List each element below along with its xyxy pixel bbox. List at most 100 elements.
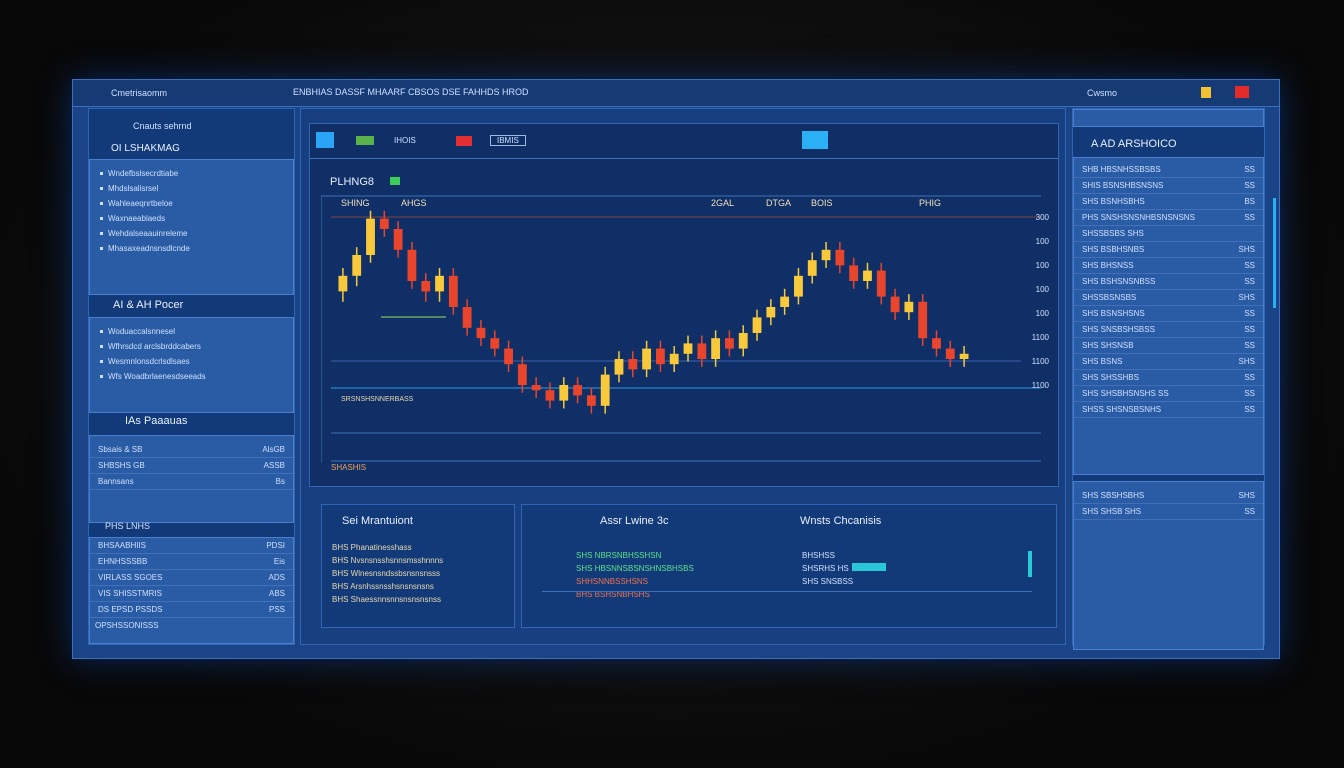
list-row: SHIS BSNSHBSNSNS SS	[1074, 178, 1263, 194]
close-button[interactable]	[1235, 86, 1249, 98]
candle-body	[642, 348, 652, 370]
price-label: 1100	[1032, 333, 1050, 342]
icon[interactable]	[1201, 87, 1211, 98]
list-item: BHS Nvsnsnsshsnnsmsshnnns	[332, 556, 444, 565]
panel-title: Wnsts Chcanisis	[800, 515, 882, 527]
list-item: BHS Shaessnnsnnsnsnsnsnss	[332, 595, 441, 604]
list: Sbsais & SB AlsGB SHBSHS GB ASSB Bannsans Bs	[89, 435, 294, 523]
account[interactable]: Cwsmo	[1087, 88, 1118, 98]
row-value: SHS	[1238, 357, 1255, 366]
row-label: SHS BHSNSS	[1082, 261, 1134, 270]
row-label: VIRLASS SGOES	[98, 573, 163, 582]
list-item: Wahleaeqnrtbeloe	[90, 196, 293, 211]
price-label: 100	[1036, 309, 1050, 318]
candle-body	[545, 390, 555, 401]
list-row: SHS BSHSNSNBSS SS	[1074, 274, 1263, 290]
tool-label[interactable]: IBMIS	[490, 135, 526, 146]
row-value: Eis	[273, 557, 285, 566]
row-label: SHS SNSBSHSBSS	[1082, 325, 1155, 334]
candle-body	[752, 317, 762, 333]
candle-body	[517, 364, 527, 385]
candle-body	[711, 338, 721, 359]
list-row: SHS BHSNSS SS	[1074, 258, 1263, 274]
row-value: PSS	[268, 605, 285, 614]
list-row: BHSAABHIIS PDSI	[90, 538, 293, 554]
candlestick-chart: SHING AHGS 2GAL DTGA BOIS PHIG 300 100 100 100 100…	[321, 195, 1050, 472]
list-row: SHS BSNSHSNS SS	[1074, 306, 1263, 322]
scrollbar[interactable]	[1273, 198, 1276, 308]
list-item: Wfhrsdcd arclsbrddcabers	[90, 339, 293, 354]
list: BHSHSS SHSRHS HS SHS SNSBSS	[802, 549, 853, 588]
symbol: PLHNG8	[330, 176, 375, 188]
list-item: SHHSNNBSSHSNS	[576, 577, 649, 586]
chart-label: DTGA	[766, 198, 791, 208]
row-value: SS	[1244, 261, 1255, 270]
left-panel: Cnauts sehrnd OI LSHAKMAG Wndefbslsecrdt…	[88, 108, 295, 645]
candle-body	[780, 296, 790, 307]
list: Wndefbslsecrdtiabe Mhdslsalisrsel Wahleaeq…	[89, 159, 294, 295]
list-item: SHS NBRSNBHSSHSN	[576, 551, 662, 560]
candle-body	[573, 385, 582, 396]
row-value: Bs	[275, 477, 285, 486]
list: SHS SBSHSBHS SHS SHS SHSB SHS SS	[1073, 481, 1264, 650]
candle-body	[821, 249, 831, 261]
candle-body	[725, 338, 734, 349]
list-row: SHSS SHSNSBSNHS SS	[1074, 402, 1263, 418]
row-label: SHS SHSBHSNSHS SS	[1082, 389, 1169, 398]
panel-header: A AD ARSHOICO	[1091, 138, 1177, 150]
row-label: BHSAABHIIS	[98, 541, 147, 550]
list-item: Mhasaxeadnsnsdlcnde	[90, 241, 293, 256]
panel-bar	[1073, 109, 1264, 127]
list: SHB HBSNHSSBSBS SS SHIS BSNSHBSNSNS SS SHS B…	[1073, 157, 1264, 475]
list-item: Mhdslsalisrsel	[90, 181, 293, 196]
list-row: PHS SNSHSNSNHBSNSNSNS SS	[1074, 210, 1263, 226]
tool-label[interactable]: IHOIS	[394, 136, 416, 145]
row-value: SS	[1244, 165, 1255, 174]
list-item: BHS Arsnhssnsshsnsnsnsns	[332, 582, 434, 591]
row-label: SHIS BSNSHBSNSNS	[1082, 181, 1164, 190]
row-value: SS	[1244, 277, 1255, 286]
candle-body	[462, 307, 472, 328]
row-value: SS	[1244, 405, 1255, 414]
price-label: 1100	[1032, 357, 1050, 366]
row-value: SHS	[1238, 245, 1255, 254]
candle-body	[531, 385, 541, 391]
row-label: PHS SNSHSNSNHBSNSNSNS	[1082, 213, 1195, 222]
row-label: SHSSBSBS SHS	[1082, 229, 1144, 238]
list-row: SHS BSNHSBHS BS	[1074, 194, 1263, 210]
bar-indicator	[1028, 551, 1032, 577]
candle-body	[683, 343, 693, 354]
list-item: SHSRHS HS	[802, 564, 849, 573]
candle-body	[586, 395, 596, 406]
list-item: BHSHSS	[802, 551, 835, 560]
panel-title: Assr Lwine 3c	[600, 515, 669, 527]
chart-label: 2GAL	[711, 198, 734, 208]
row-label: SHS BSNS	[1082, 357, 1123, 366]
annotation: SRSNSHSNNERBASS	[341, 396, 414, 403]
section-title: IAs Paaauas	[125, 415, 188, 427]
candle-body	[352, 255, 362, 276]
candle-body	[628, 359, 638, 370]
row-label: SHS BSNSHSNS	[1082, 309, 1145, 318]
chart-panel: IHOIS IBMIS PLHNG8	[309, 123, 1059, 487]
tool-button[interactable]	[456, 136, 472, 146]
tool-button[interactable]	[802, 131, 828, 149]
row-label: Sbsais & SB	[98, 445, 143, 454]
list-row: SHS SBSHSBHS SHS	[1074, 488, 1263, 504]
list-row: SHS BSBHSNBS SHS	[1074, 242, 1263, 258]
row-label: SHSS SHSNSBSNHS	[1082, 405, 1162, 414]
row-value: AlsGB	[262, 445, 285, 454]
tool-button[interactable]	[316, 132, 334, 148]
row-label: SHS SBSHSBHS	[1082, 491, 1145, 500]
app-title: Cmetrisaomm	[111, 88, 168, 98]
row-value: SS	[1244, 213, 1255, 222]
candle-body	[904, 301, 914, 313]
tool-button[interactable]	[356, 136, 374, 145]
row-label: SHS SHSB SHS	[1082, 507, 1142, 516]
list-row: SHSSBSBS SHS	[1074, 226, 1263, 242]
candle-body	[807, 260, 817, 276]
candle-body	[697, 343, 707, 359]
row-value: ABS	[268, 589, 285, 598]
menu[interactable]: ENBHIAS DASSF MHAARF CBSOS DSE FAHHDS HR…	[293, 87, 529, 97]
price-label: 100	[1036, 285, 1050, 294]
